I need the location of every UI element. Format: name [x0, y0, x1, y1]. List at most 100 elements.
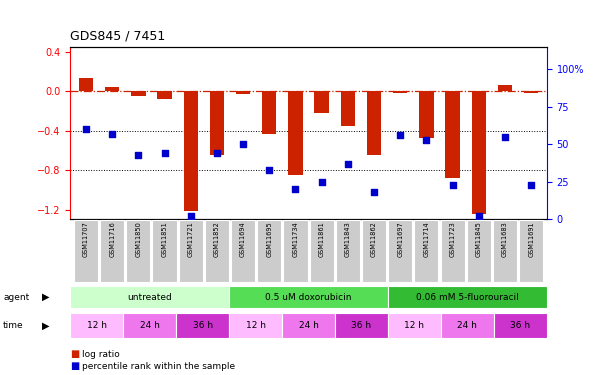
Point — [265, 167, 274, 173]
Text: GSM11734: GSM11734 — [293, 221, 298, 257]
Text: GSM11714: GSM11714 — [423, 221, 430, 257]
Text: untreated: untreated — [127, 292, 172, 302]
Point — [369, 189, 379, 195]
Bar — [336, 220, 360, 282]
Bar — [367, 91, 381, 155]
Bar — [524, 91, 538, 93]
Bar — [100, 220, 124, 282]
Bar — [229, 286, 388, 308]
Text: ■: ■ — [70, 349, 79, 359]
Bar — [467, 220, 491, 282]
Text: GSM11862: GSM11862 — [371, 221, 377, 257]
Point — [108, 131, 117, 137]
Bar — [341, 91, 355, 126]
Bar — [310, 220, 334, 282]
Text: GSM11851: GSM11851 — [161, 221, 167, 257]
Bar — [176, 313, 229, 338]
Bar — [257, 220, 281, 282]
Text: GSM11850: GSM11850 — [136, 221, 141, 257]
Text: GSM11707: GSM11707 — [83, 221, 89, 257]
Text: percentile rank within the sample: percentile rank within the sample — [82, 362, 236, 371]
Text: GDS845 / 7451: GDS845 / 7451 — [70, 29, 166, 42]
Bar — [79, 78, 93, 91]
Bar — [282, 313, 335, 338]
Text: 12 h: 12 h — [87, 321, 107, 330]
Bar — [388, 220, 412, 282]
Point — [159, 150, 169, 156]
Point — [212, 150, 222, 156]
Point — [133, 152, 143, 158]
Point — [500, 134, 510, 140]
Text: GSM11852: GSM11852 — [214, 221, 220, 257]
Text: GSM11716: GSM11716 — [109, 221, 115, 257]
Bar — [158, 91, 172, 99]
Bar — [519, 220, 543, 282]
Text: time: time — [3, 321, 24, 330]
Bar — [284, 220, 307, 282]
Bar — [414, 220, 439, 282]
Bar — [388, 286, 547, 308]
Bar — [493, 220, 517, 282]
Text: GSM11691: GSM11691 — [528, 221, 534, 257]
Bar — [70, 313, 123, 338]
Point — [395, 132, 405, 138]
Point — [474, 213, 484, 219]
Text: log ratio: log ratio — [82, 350, 120, 359]
Point — [422, 137, 431, 143]
Bar — [131, 91, 145, 96]
Point — [238, 141, 248, 147]
Point — [526, 182, 536, 188]
Text: GSM11694: GSM11694 — [240, 221, 246, 257]
Bar — [70, 286, 229, 308]
Text: 24 h: 24 h — [140, 321, 159, 330]
Text: 0.06 mM 5-fluorouracil: 0.06 mM 5-fluorouracil — [416, 292, 519, 302]
Bar — [445, 91, 459, 178]
Point — [186, 213, 196, 219]
Bar — [205, 220, 229, 282]
Text: GSM11845: GSM11845 — [476, 221, 481, 257]
Bar — [178, 220, 203, 282]
Bar — [210, 91, 224, 155]
Bar — [153, 220, 177, 282]
Point — [291, 186, 301, 192]
Text: 24 h: 24 h — [458, 321, 477, 330]
Text: GSM11861: GSM11861 — [319, 221, 324, 257]
Point — [448, 182, 458, 188]
Bar — [335, 313, 388, 338]
Bar — [183, 91, 198, 212]
Bar — [441, 220, 464, 282]
Text: ■: ■ — [70, 361, 79, 371]
Bar — [498, 86, 512, 91]
Bar — [388, 313, 441, 338]
Bar — [231, 220, 255, 282]
Text: GSM11697: GSM11697 — [397, 221, 403, 257]
Text: ▶: ▶ — [42, 320, 49, 330]
Text: GSM11843: GSM11843 — [345, 221, 351, 257]
Bar — [441, 313, 494, 338]
Bar — [236, 91, 251, 94]
Bar — [126, 220, 150, 282]
Bar — [262, 91, 276, 134]
Point — [316, 179, 326, 185]
Text: 36 h: 36 h — [351, 321, 371, 330]
Text: 36 h: 36 h — [192, 321, 213, 330]
Bar — [472, 91, 486, 214]
Bar — [393, 91, 408, 93]
Text: GSM11683: GSM11683 — [502, 221, 508, 257]
Text: GSM11723: GSM11723 — [450, 221, 456, 257]
Text: 36 h: 36 h — [510, 321, 530, 330]
Text: ▶: ▶ — [42, 292, 49, 302]
Text: 12 h: 12 h — [246, 321, 266, 330]
Text: GSM11695: GSM11695 — [266, 221, 273, 257]
Text: 0.5 uM doxorubicin: 0.5 uM doxorubicin — [265, 292, 352, 302]
Point — [343, 161, 353, 167]
Point — [81, 126, 91, 132]
Text: GSM11721: GSM11721 — [188, 221, 194, 257]
Bar — [315, 91, 329, 113]
Bar — [288, 91, 302, 175]
Bar — [74, 220, 98, 282]
Text: 12 h: 12 h — [404, 321, 425, 330]
Text: agent: agent — [3, 292, 29, 302]
Text: 24 h: 24 h — [299, 321, 318, 330]
Bar — [123, 313, 176, 338]
